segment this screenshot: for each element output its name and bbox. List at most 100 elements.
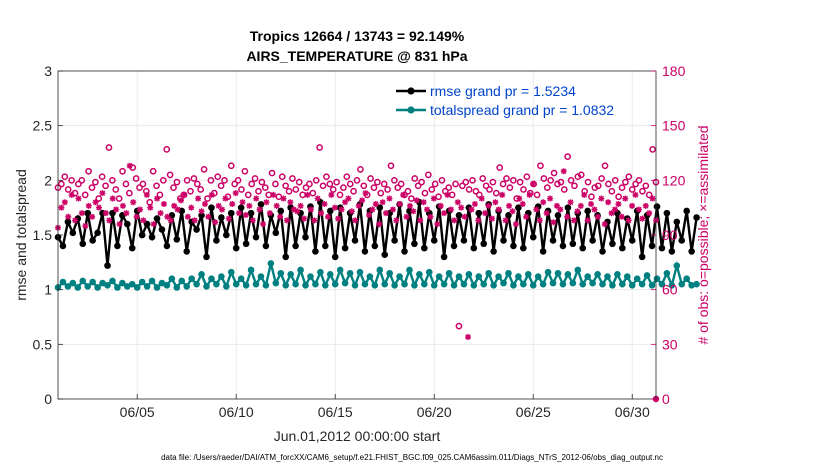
rmse-point bbox=[539, 248, 547, 255]
rmse-point bbox=[371, 242, 379, 250]
totalspread-point bbox=[411, 281, 418, 289]
obs-possible-point bbox=[255, 187, 262, 195]
obs-assimilated-point bbox=[389, 206, 396, 213]
obs-possible-point bbox=[625, 173, 633, 181]
legend-label-totalspread: totalspread grand pr = 1.0832 bbox=[430, 102, 614, 118]
obs-assimilated-point bbox=[564, 213, 571, 220]
obs-possible-point bbox=[323, 173, 330, 181]
totalspread-point bbox=[440, 280, 448, 288]
totalspread-point bbox=[425, 268, 433, 276]
ticks: 06/05 06/10 06/15 06/20 06/25 06/30 0 0 0.5 30 1 60… bbox=[33, 63, 686, 420]
obs-possible-point bbox=[615, 193, 622, 201]
obs-assimilated-point bbox=[72, 217, 79, 224]
rmse-point bbox=[510, 242, 517, 250]
obs-assimilated-point bbox=[547, 195, 554, 202]
obs-possible-point bbox=[295, 178, 303, 186]
obs-possible-point bbox=[71, 189, 79, 197]
obs-assimilated-point bbox=[242, 211, 249, 218]
obs-possible-point bbox=[564, 153, 572, 160]
obs-assimilated-point bbox=[150, 221, 157, 228]
totalspread-point bbox=[183, 283, 191, 290]
totalspread-point bbox=[430, 281, 438, 289]
obs-possible-point bbox=[75, 180, 82, 188]
obs-possible-point bbox=[618, 184, 626, 191]
obs-possible-point bbox=[326, 180, 334, 188]
obs-assimilated-point bbox=[482, 210, 489, 217]
obs-possible-point bbox=[516, 178, 524, 186]
obs-possible-point bbox=[533, 191, 541, 199]
totalspread-point bbox=[376, 266, 384, 274]
obs-assimilated-point bbox=[263, 199, 270, 206]
obs-possible-point bbox=[166, 171, 174, 179]
obs-assimilated-point bbox=[260, 221, 267, 228]
totalspread-point bbox=[534, 273, 542, 280]
obs-possible-point bbox=[458, 182, 466, 190]
totalspread-point bbox=[227, 268, 235, 276]
obs-assimilated-point bbox=[434, 221, 441, 228]
totalspread-point bbox=[218, 273, 225, 280]
totalspread-point bbox=[673, 262, 681, 269]
rmse-point bbox=[668, 248, 676, 255]
obs-possible-point bbox=[350, 187, 357, 195]
totalspread-point bbox=[401, 280, 408, 288]
obs-assimilated-point bbox=[78, 210, 85, 217]
rmse-point bbox=[89, 237, 96, 244]
totalspread-point bbox=[59, 278, 67, 286]
obs-assimilated-point bbox=[321, 201, 328, 208]
obs-assimilated-point bbox=[89, 213, 96, 220]
obs-assimilated-point bbox=[314, 195, 321, 202]
obs-assimilated-point bbox=[543, 210, 550, 217]
obs-assimilated-point bbox=[506, 202, 513, 209]
obs-assimilated-point bbox=[184, 213, 191, 220]
obs-assimilated-point bbox=[649, 195, 656, 202]
rmse-point bbox=[490, 248, 497, 255]
totalspread-point bbox=[391, 281, 398, 289]
obs-assimilated-point bbox=[290, 206, 297, 213]
totalspread-point bbox=[351, 281, 359, 289]
rmse-point bbox=[559, 242, 567, 250]
totalspread-point bbox=[89, 278, 96, 286]
y-right-tick-label: 150 bbox=[662, 118, 686, 134]
obs-possible-point bbox=[594, 182, 602, 190]
obs-assimilated-point bbox=[365, 211, 372, 218]
obs-assimilated-point bbox=[239, 199, 246, 206]
totalspread-point bbox=[124, 283, 131, 290]
obs-assimilated-point bbox=[294, 208, 301, 215]
obs-possible-point bbox=[227, 162, 235, 170]
totalspread-point bbox=[312, 280, 319, 288]
obs-assimilated-point bbox=[526, 191, 533, 198]
rmse-point bbox=[460, 237, 468, 244]
obs-assimilated-point bbox=[106, 217, 113, 224]
obs-assimilated-point bbox=[577, 202, 584, 209]
obs-possible-point bbox=[496, 164, 504, 171]
totalspread-point bbox=[554, 269, 562, 277]
obs-possible-point bbox=[601, 162, 609, 170]
totalspread-point bbox=[604, 273, 611, 280]
obs-assimilated-point bbox=[594, 213, 601, 220]
obs-possible-point bbox=[472, 187, 480, 195]
obs-assimilated-point bbox=[632, 191, 639, 198]
obs-possible-point bbox=[584, 178, 592, 186]
totalspread-point bbox=[569, 279, 577, 287]
y-left-tick-label: 0 bbox=[44, 391, 52, 407]
obs-assimilated-point bbox=[277, 213, 284, 220]
obs-assimilated-point bbox=[266, 210, 273, 217]
rmse-point bbox=[549, 237, 557, 244]
obs-assimilated-point bbox=[468, 206, 475, 213]
rmse-point bbox=[688, 248, 695, 255]
obs-assimilated-point bbox=[444, 191, 451, 198]
obs-possible-point bbox=[340, 184, 347, 191]
obs-possible-point bbox=[523, 173, 531, 181]
obs-assimilated-point bbox=[198, 208, 205, 215]
obs-assimilated-point bbox=[499, 191, 506, 198]
totalspread-point bbox=[292, 280, 299, 288]
obs-assimilated-point bbox=[400, 191, 407, 198]
obs-assimilated-point bbox=[318, 210, 325, 217]
obs-assimilated-point bbox=[82, 222, 89, 229]
obs-assimilated-point bbox=[215, 202, 222, 209]
obs-possible-point bbox=[282, 182, 289, 190]
x-tick-label: 06/20 bbox=[417, 404, 452, 420]
obs-assimilated-point bbox=[253, 195, 260, 202]
totalspread-point bbox=[688, 281, 695, 289]
x-tick-label: 06/05 bbox=[120, 404, 155, 420]
